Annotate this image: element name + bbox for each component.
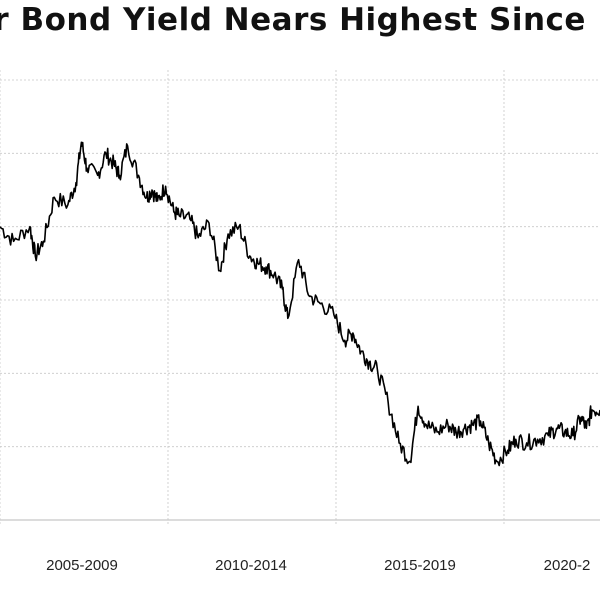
x-axis-tick-labels: 2005-2009 2010-2014 2015-2019 2020-2 [46,557,590,574]
grid [0,70,600,524]
x-tick-label: 2020-2 [544,557,591,574]
x-tick-label: 2010-2014 [215,557,287,574]
x-tick-label: 2005-2009 [46,557,118,574]
chart-title: ar Bond Yield Nears Highest Since 1 [0,0,600,48]
series-group [0,141,600,467]
chart-title-text: ar Bond Yield Nears Highest Since 1 [0,2,600,38]
series-line [0,141,600,467]
x-tick-label: 2015-2019 [384,557,456,574]
